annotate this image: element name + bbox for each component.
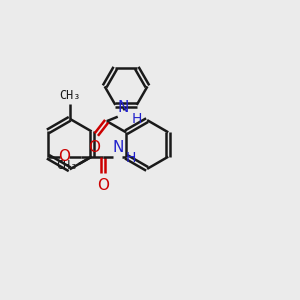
Text: H: H: [132, 112, 142, 126]
Text: O: O: [88, 140, 100, 155]
Text: O: O: [97, 178, 109, 194]
Text: CH₃: CH₃: [59, 89, 80, 102]
Text: CH₃: CH₃: [56, 158, 77, 172]
Text: O: O: [58, 149, 70, 164]
Text: N: N: [117, 100, 129, 115]
Text: H: H: [126, 151, 136, 165]
Text: N: N: [112, 140, 123, 155]
